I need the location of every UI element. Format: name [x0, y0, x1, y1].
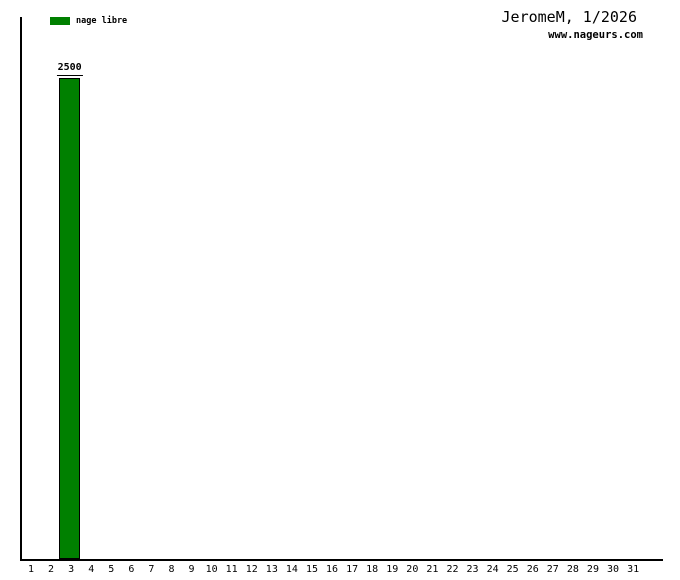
x-tick-label-8: 8	[168, 564, 175, 575]
x-tick-label-22: 22	[446, 564, 459, 575]
site-watermark: www.nageurs.com	[548, 29, 643, 41]
x-tick-label-30: 30	[606, 564, 620, 575]
bar-value-label: 2500	[56, 63, 83, 76]
x-tick-label-23: 23	[466, 564, 479, 575]
x-tick-label-31: 31	[627, 564, 640, 575]
x-tick-label-1: 1	[27, 564, 35, 575]
x-tick-label-24: 24	[486, 564, 499, 575]
x-tick-label-25: 25	[506, 564, 519, 575]
x-tick-label-21: 21	[426, 564, 439, 575]
x-tick-label-27: 27	[546, 564, 559, 575]
x-tick-label-9: 9	[188, 564, 195, 575]
y-axis-line	[20, 17, 22, 560]
x-axis-line	[20, 559, 663, 561]
x-tick-label-15: 15	[305, 564, 318, 575]
x-tick-label-19: 19	[386, 564, 399, 575]
x-tick-label-28: 28	[566, 564, 579, 575]
x-tick-label-12: 12	[245, 564, 258, 575]
x-axis-labels: 1 2 3 4 5 6 7 8 9 10 11 12 13 14 15 16 17 18 19 20 21 22 23 24 2…	[0, 565, 680, 577]
x-tick-label-18: 18	[366, 564, 379, 575]
x-tick-label-13: 13	[265, 564, 278, 575]
bar-day-3	[59, 78, 81, 559]
x-tick-label-16: 16	[326, 564, 339, 575]
x-tick-label-29: 29	[586, 564, 599, 575]
x-tick-label-17: 17	[346, 564, 359, 575]
x-tick-label-14: 14	[285, 564, 298, 575]
legend-label: nage libre	[76, 16, 128, 26]
x-tick-label-7: 7	[148, 564, 155, 575]
x-tick-label-10: 10	[205, 564, 218, 575]
chart-title: JeromeM, 1/2026	[501, 8, 637, 26]
x-tick-label-26: 26	[526, 564, 539, 575]
legend: nage libre	[50, 17, 127, 25]
x-tick-label-5: 5	[108, 564, 115, 575]
x-tick-label-4: 4	[88, 564, 95, 575]
x-tick-label-2: 2	[48, 564, 55, 575]
x-tick-label-11: 11	[225, 564, 238, 575]
x-tick-label-6: 6	[128, 564, 135, 575]
x-tick-label-20: 20	[406, 564, 419, 575]
legend-swatch-icon	[50, 17, 70, 25]
x-tick-label-3: 3	[68, 564, 75, 575]
